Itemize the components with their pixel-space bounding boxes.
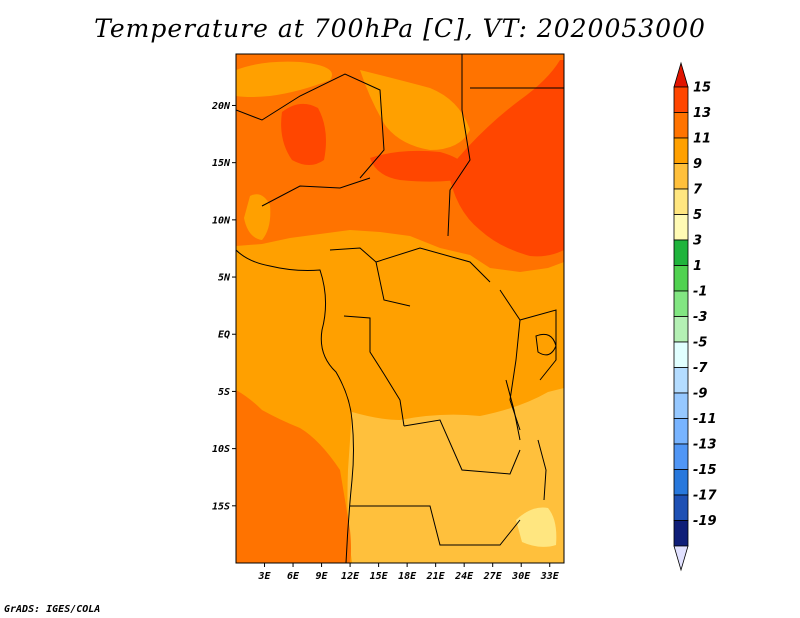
colorbar-swatch bbox=[673, 188, 689, 215]
colorbar-swatch bbox=[673, 341, 689, 368]
field-9-11-patch-west bbox=[236, 61, 332, 97]
border-angola-zambia bbox=[350, 505, 521, 546]
lon-tick-label: 33E bbox=[540, 571, 560, 582]
lon-tick-label: 18E bbox=[398, 571, 417, 582]
colorbar-swatch bbox=[673, 316, 689, 343]
colorbar-swatch bbox=[673, 290, 689, 317]
colorbar-label: -7 bbox=[693, 361, 708, 376]
field-11-13-west-coast bbox=[236, 390, 351, 563]
field-7-9-south bbox=[347, 388, 564, 563]
colorbar-swatch bbox=[673, 520, 689, 547]
colorbar-label: -15 bbox=[693, 463, 717, 478]
border-car bbox=[375, 247, 491, 283]
colorbar-swatch bbox=[673, 86, 689, 113]
lake-malawi bbox=[537, 439, 547, 501]
lat-tick-label: EQ bbox=[218, 330, 230, 341]
map-axes: 3E 6E 9E 12E 15E 18E 21E 24E 27E 30E 33E 20N 15N 10N 5… bbox=[211, 101, 560, 582]
lat-tick-label: 15N bbox=[212, 158, 231, 169]
colorbar-label: -9 bbox=[693, 387, 707, 402]
colorbar-label: 1 bbox=[693, 259, 702, 274]
field-13-15-chad bbox=[370, 150, 470, 182]
colorbar-swatch bbox=[673, 137, 689, 164]
map-title: Temperature at 700hPa [C], VT: 202005300… bbox=[94, 14, 706, 43]
colorbar-swatch bbox=[673, 494, 689, 521]
colorbar-swatch bbox=[673, 265, 689, 292]
lat-tick-label: 5N bbox=[218, 273, 231, 284]
grads-credit: GrADS: IGES/COLA bbox=[4, 604, 101, 615]
colorbar-swatch bbox=[673, 239, 689, 266]
colorbar-bottom-arrow bbox=[673, 545, 689, 572]
border-east bbox=[499, 289, 521, 431]
border-sudan-west bbox=[447, 54, 471, 237]
colorbar-label: 15 bbox=[693, 81, 711, 96]
lon-tick-label: 21E bbox=[426, 571, 446, 582]
colorbar-swatch bbox=[673, 112, 689, 139]
lake-victoria bbox=[535, 333, 557, 356]
colorbar-swatch bbox=[673, 443, 689, 470]
lon-tick-label: 27E bbox=[483, 571, 503, 582]
colorbar-label: -1 bbox=[693, 285, 707, 300]
colorbar-swatch bbox=[673, 392, 689, 419]
colorbar: 15 13 11 9 7 5 3 1 -1 -3 -5 -7 -9 -11 -13 -15 -17 -19 bbox=[673, 61, 717, 572]
colorbar-label: -17 bbox=[693, 489, 717, 504]
border-niger-nigeria bbox=[261, 177, 371, 207]
colorbar-label: -19 bbox=[693, 514, 717, 529]
colorbar-label: -3 bbox=[693, 310, 707, 325]
lon-tick-label: 3E bbox=[257, 571, 271, 582]
colorbar-label: 3 bbox=[693, 234, 702, 249]
country-borders bbox=[236, 54, 564, 563]
lon-tick-label: 15E bbox=[370, 571, 389, 582]
lon-tick-label: 24E bbox=[454, 571, 474, 582]
colorbar-swatch bbox=[673, 214, 689, 241]
lon-tick-label: 30E bbox=[511, 571, 531, 582]
field-9-11-patch-sahara bbox=[360, 70, 470, 150]
colorbar-swatch bbox=[673, 418, 689, 445]
field-9-11-patch-nigeria bbox=[244, 194, 271, 240]
border-sahara bbox=[236, 73, 385, 179]
colorbar-label: 7 bbox=[693, 183, 703, 198]
temperature-field bbox=[236, 54, 564, 563]
border-drc-congo bbox=[343, 315, 405, 427]
colorbar-swatch bbox=[673, 469, 689, 496]
lon-tick-label: 9E bbox=[316, 571, 329, 582]
colorbar-label: 9 bbox=[693, 157, 702, 172]
colorbar-top-arrow bbox=[673, 61, 689, 88]
lon-tick-label: 6E bbox=[287, 571, 300, 582]
lat-tick-label: 20N bbox=[211, 101, 231, 112]
colorbar-label: 13 bbox=[693, 106, 711, 121]
lat-tick-label: 5S bbox=[218, 387, 230, 398]
colorbar-swatch bbox=[673, 367, 689, 394]
lat-tick-label: 10S bbox=[212, 444, 230, 455]
colorbar-label: -11 bbox=[693, 412, 717, 427]
lake-tanganyika bbox=[505, 379, 521, 441]
border-drc-south bbox=[403, 419, 521, 475]
coastline-west bbox=[236, 249, 354, 563]
colorbar-label: -5 bbox=[693, 336, 707, 351]
lon-tick-label: 12E bbox=[341, 571, 360, 582]
map-frame bbox=[235, 53, 565, 564]
lat-tick-label: 10N bbox=[212, 215, 231, 226]
colorbar-label: 11 bbox=[693, 132, 711, 147]
field-5-7-south-east bbox=[516, 507, 557, 547]
colorbar-label: 5 bbox=[693, 208, 702, 223]
colorbar-label: -13 bbox=[693, 438, 717, 453]
field-13-15-mali bbox=[281, 103, 326, 165]
field-13-15-sudan bbox=[448, 60, 564, 257]
border-kenya bbox=[519, 309, 557, 381]
lat-tick-label: 15S bbox=[212, 501, 230, 512]
colorbar-swatch bbox=[673, 163, 689, 190]
